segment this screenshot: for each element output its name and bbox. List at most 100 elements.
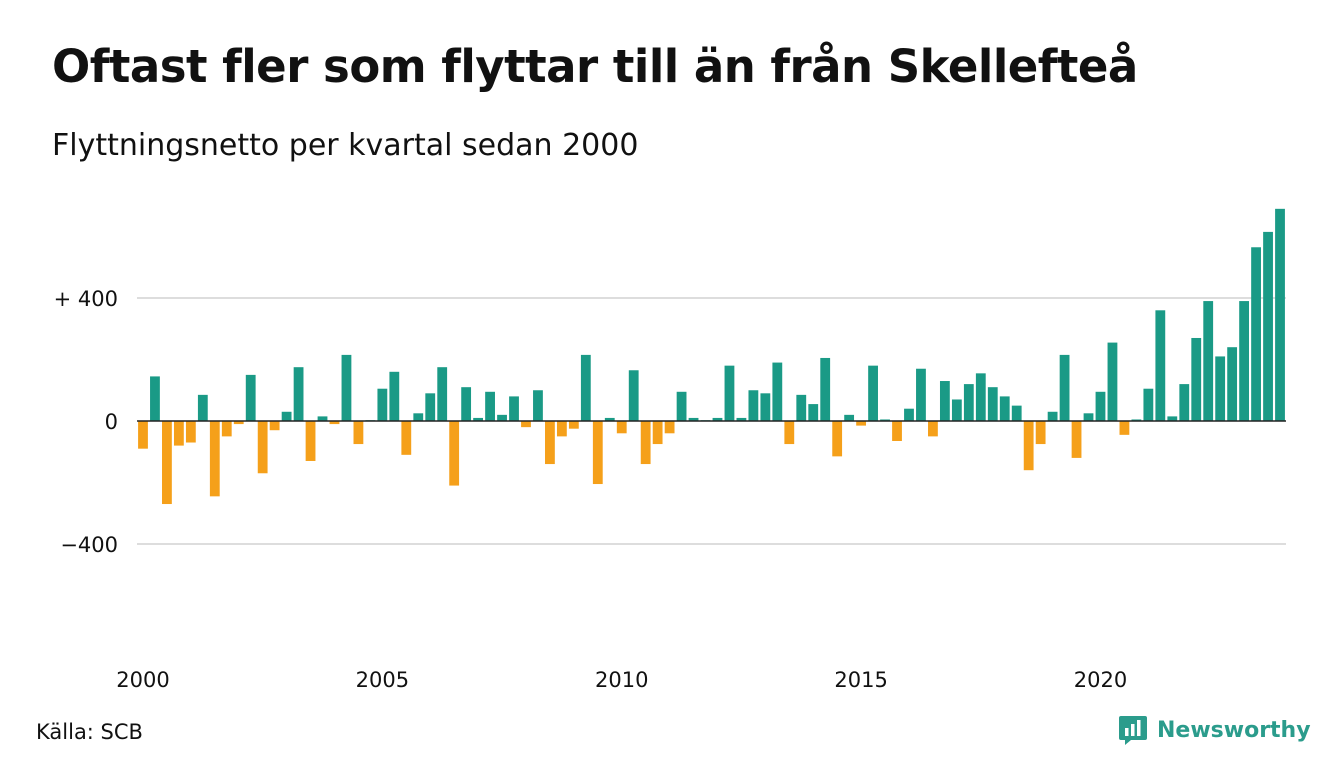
bar: [521, 421, 531, 428]
bar: [377, 388, 388, 421]
bar: [1191, 337, 1202, 422]
bar: [449, 421, 460, 486]
bar: [604, 417, 615, 422]
bar: [317, 416, 328, 421]
bar: [173, 421, 184, 446]
x-tick-label: 2020: [1074, 668, 1127, 692]
bar: [1263, 231, 1273, 421]
bar: [772, 362, 783, 421]
bar: [197, 394, 208, 421]
bar: [736, 417, 747, 422]
bar: [628, 370, 639, 421]
bar: [676, 391, 687, 421]
bar: [1047, 411, 1058, 421]
bar: [784, 421, 795, 445]
bar: [1095, 391, 1106, 421]
bar: [533, 390, 543, 421]
bar: [999, 396, 1010, 421]
bar: [1023, 421, 1034, 471]
bar: [1227, 347, 1238, 421]
bar: [185, 421, 196, 443]
bar: [664, 421, 675, 434]
bar: [1203, 301, 1214, 421]
x-tick-label: 2005: [356, 668, 409, 692]
bar: [760, 393, 771, 421]
bar: [1155, 310, 1166, 421]
bar: [748, 390, 759, 421]
bar: [353, 421, 364, 445]
x-tick-label: 2015: [834, 668, 887, 692]
bar: [1059, 354, 1070, 421]
bar: [281, 411, 292, 421]
bar: [269, 421, 280, 431]
bar: [963, 384, 974, 421]
bar: [305, 421, 316, 461]
bar: [844, 414, 855, 421]
bar: [592, 421, 603, 485]
bar: [652, 421, 663, 445]
x-axis-tick-labels: 2000 2005 2010 2015 2020: [116, 668, 1127, 692]
bar: [796, 394, 807, 421]
bar: [1215, 356, 1226, 422]
bar: [425, 393, 436, 421]
y-tick-label: 0: [105, 410, 118, 434]
y-tick-label: −400: [60, 533, 118, 557]
chart-subtitle: Flyttningsnetto per kvartal sedan 2000: [52, 128, 639, 163]
bar: [341, 354, 352, 421]
bar: [162, 421, 172, 505]
bar: [437, 367, 448, 421]
bar: [150, 376, 160, 421]
bar: [1179, 384, 1190, 421]
bar: [808, 404, 819, 421]
bar: [509, 396, 519, 421]
bar: [221, 421, 232, 437]
bar: [257, 421, 268, 474]
bar: [928, 421, 938, 437]
bar: [545, 421, 555, 465]
bar: [1107, 342, 1118, 421]
bar: [820, 357, 831, 421]
bar: [1251, 247, 1261, 421]
bar: [485, 391, 495, 421]
bar: [1275, 208, 1285, 421]
bar: [245, 374, 256, 422]
bar: [401, 421, 412, 455]
bar: [951, 399, 962, 421]
bar: [640, 421, 651, 465]
bar: [688, 417, 699, 422]
bar: [916, 368, 926, 421]
bar: [1167, 416, 1178, 421]
bar: [832, 421, 843, 457]
brand-name: Newsworthy: [1157, 717, 1311, 743]
bar: [975, 373, 986, 421]
bars: [138, 208, 1285, 505]
bar: [856, 421, 867, 426]
gridlines: [137, 297, 1286, 545]
bar: [329, 421, 340, 425]
bar: [1035, 421, 1046, 445]
y-tick-label: + 400: [54, 287, 118, 311]
bar: [616, 421, 627, 434]
x-tick-label: 2000: [116, 668, 169, 692]
source-note: Källa: SCB: [36, 720, 143, 744]
bar: [939, 381, 950, 421]
bar: [1239, 301, 1250, 421]
chart-title: Oftast fler som flyttar till än från Ske…: [52, 40, 1138, 93]
bar: [1119, 421, 1130, 435]
bar: [724, 365, 735, 421]
brand-logo[interactable]: Newsworthy: [1118, 714, 1311, 746]
bar: [868, 365, 878, 421]
bar: [138, 421, 148, 449]
bar: [580, 354, 591, 421]
y-axis-tick-labels: + 400 0 −400: [54, 287, 118, 557]
bar: [473, 417, 484, 422]
bar: [209, 421, 220, 497]
bar-chart-speech-bubble-icon: [1119, 716, 1147, 745]
bar: [1011, 405, 1022, 422]
bar: [497, 414, 507, 421]
bar: [413, 413, 424, 421]
bar: [233, 421, 244, 425]
bar: [1083, 413, 1094, 421]
bar: [892, 421, 902, 441]
